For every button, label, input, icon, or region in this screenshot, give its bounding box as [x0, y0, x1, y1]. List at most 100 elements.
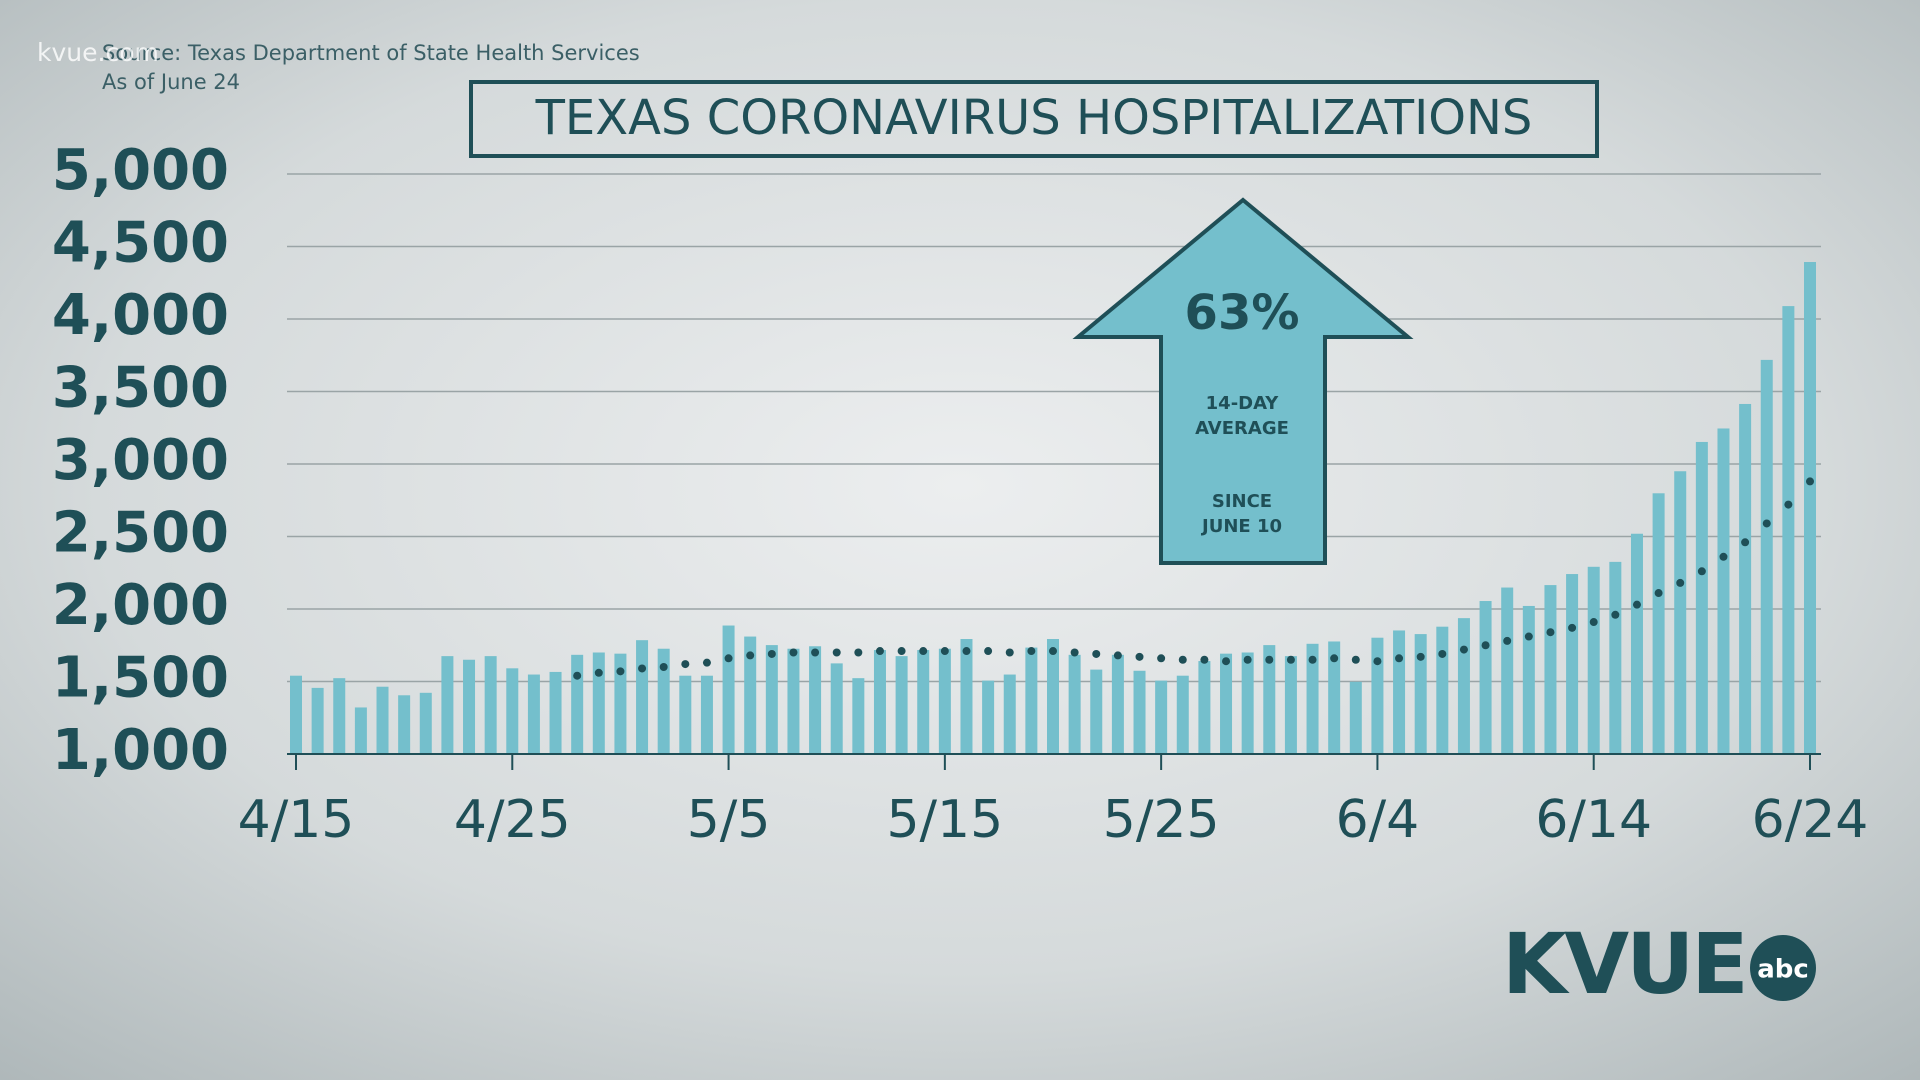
bar — [960, 639, 973, 754]
average-dot — [1200, 655, 1209, 664]
bar — [1306, 643, 1319, 754]
bar — [419, 692, 432, 754]
bar — [873, 650, 886, 754]
bar — [484, 656, 497, 754]
subtitle: As of June 24 — [102, 70, 240, 94]
bar — [1630, 533, 1643, 754]
bar — [614, 653, 627, 754]
average-dot — [875, 647, 884, 656]
annotation-text: 14-DAY — [1206, 393, 1280, 414]
average-dot — [1546, 628, 1555, 637]
average-dot — [1416, 652, 1425, 661]
bar — [1284, 656, 1297, 754]
y-tick-label: 2,500 — [52, 501, 229, 566]
average-dot — [1741, 538, 1750, 547]
average-dot — [1027, 647, 1036, 656]
average-dot — [594, 668, 603, 677]
bar — [1003, 674, 1016, 754]
source: Source: Texas Department of State Health… — [102, 41, 640, 65]
bar — [527, 674, 540, 754]
average-dot — [1719, 552, 1728, 561]
bar — [1436, 626, 1449, 754]
bar — [1176, 675, 1189, 754]
average-dot — [1459, 645, 1468, 654]
bar — [333, 678, 346, 754]
average-dot — [897, 647, 906, 656]
average-dot — [919, 647, 928, 656]
bar — [744, 636, 757, 754]
x-tick-label: 4/15 — [238, 790, 355, 850]
bar — [809, 646, 822, 754]
bar — [592, 652, 605, 754]
logo: KVUE — [1502, 915, 1746, 1013]
average-dot — [1178, 655, 1187, 664]
bar — [679, 675, 692, 754]
bar — [938, 648, 951, 754]
bar — [1068, 654, 1081, 754]
bar — [1652, 493, 1665, 754]
bar — [463, 659, 476, 754]
y-tick-label: 1,500 — [52, 646, 229, 711]
bar — [1090, 669, 1103, 754]
bar — [1198, 661, 1211, 754]
bar — [571, 654, 584, 754]
bar — [1025, 647, 1038, 754]
bar — [376, 686, 389, 754]
bar — [1804, 262, 1816, 754]
average-dot — [962, 647, 971, 656]
average-dot — [811, 648, 820, 657]
average-dot — [1395, 654, 1404, 663]
bar — [1782, 306, 1795, 754]
annotation-text: AVERAGE — [1195, 418, 1289, 439]
bar — [1414, 634, 1427, 754]
bar — [787, 648, 800, 754]
average-dot — [702, 658, 711, 667]
bar — [852, 678, 865, 754]
average-dot — [1222, 657, 1231, 666]
bar — [506, 668, 519, 754]
y-tick-label: 3,500 — [52, 356, 229, 421]
bar — [354, 707, 367, 754]
average-dot — [746, 651, 755, 660]
x-tick-label: 5/5 — [687, 790, 771, 850]
bar — [290, 675, 302, 754]
watermark: kvue.com — [37, 38, 159, 67]
bar — [657, 648, 670, 754]
average-dot — [1481, 641, 1490, 650]
average-dot — [1049, 647, 1057, 656]
bar — [1371, 637, 1384, 754]
bar — [1479, 601, 1492, 754]
bar — [549, 671, 562, 754]
average-dot — [573, 671, 582, 680]
average-dot — [616, 667, 625, 676]
average-dot — [1589, 618, 1598, 627]
bar — [1263, 645, 1276, 754]
bar — [982, 680, 995, 754]
x-tick-label: 6/14 — [1535, 790, 1652, 850]
average-dot — [1503, 636, 1512, 645]
x-tick-label: 5/15 — [886, 790, 1003, 850]
bar — [441, 656, 454, 754]
bar — [1566, 574, 1579, 754]
average-dot — [1676, 578, 1685, 587]
average-dot — [1806, 477, 1814, 486]
chart-title: TEXAS CORONAVIRUS HOSPITALIZATIONS — [535, 90, 1533, 146]
average-dot — [1351, 655, 1360, 664]
average-dot — [724, 654, 733, 663]
y-tick-label: 4,500 — [52, 211, 229, 276]
average-dot — [1265, 655, 1274, 664]
average-dot — [1308, 655, 1317, 664]
average-dot — [1092, 649, 1101, 658]
average-dot — [1070, 648, 1079, 657]
bar — [636, 640, 649, 754]
bar — [1133, 670, 1146, 754]
x-tick-label: 6/24 — [1752, 790, 1869, 850]
average-dot — [1373, 657, 1382, 666]
bar — [1349, 681, 1362, 754]
bar — [1501, 587, 1514, 754]
x-tick-label: 5/25 — [1103, 790, 1220, 850]
bar — [1155, 680, 1168, 754]
